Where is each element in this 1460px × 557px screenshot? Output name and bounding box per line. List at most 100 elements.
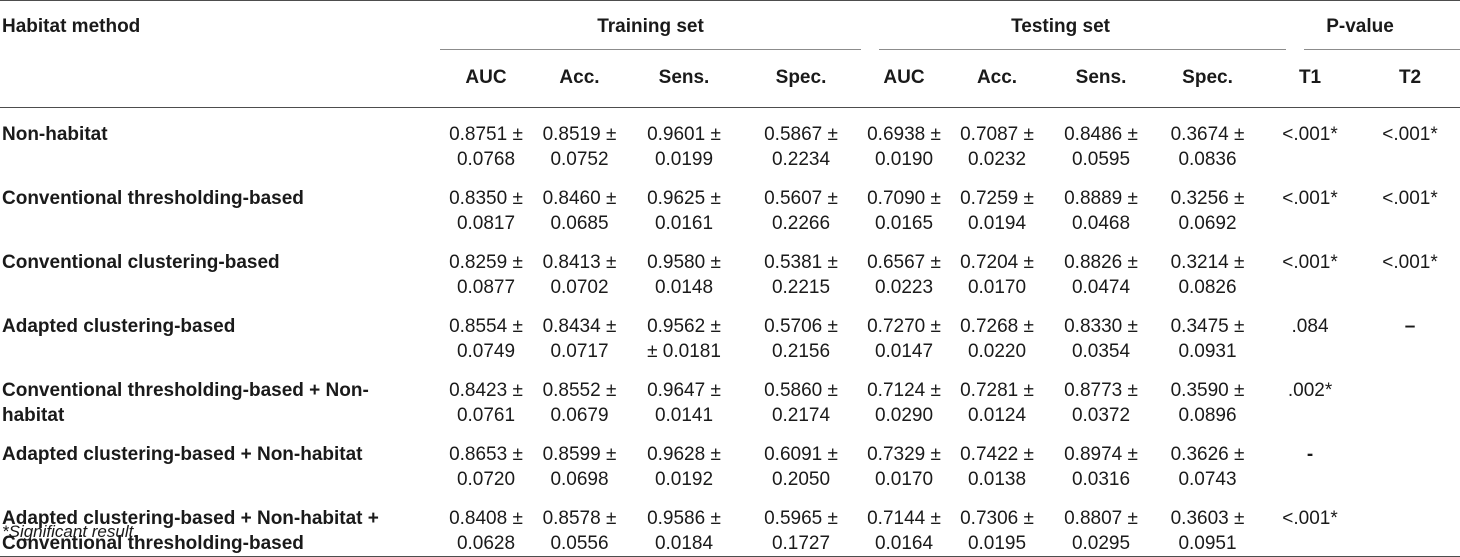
metric-cell: 0.8889 ±0.0468: [1064, 187, 1138, 234]
metric-header: T2: [1360, 49, 1460, 108]
metric-cell: 0.7306 ±0.0195: [947, 491, 1048, 557]
metric-cell: 0.6091 ±0.2050: [764, 443, 838, 490]
metric-cell: 0.8826 ±0.0474: [1064, 251, 1138, 298]
testing-set-header: Testing set: [1011, 16, 1110, 37]
p-value-t1: <.001*: [1282, 251, 1338, 273]
p-value-t1: .002*: [1287, 379, 1333, 401]
habitat-method-header: Habitat method: [2, 16, 141, 37]
metric-cell: 0.7087 ±0.0232: [960, 123, 1034, 170]
metric-header: Spec.: [1155, 49, 1261, 108]
metric-cell: 0.5607 ±0.2266: [764, 187, 838, 234]
metric-cell: 0.9562 ± ± 0.0181: [647, 315, 721, 362]
metric-cell: 0.7090 ±0.0165: [867, 187, 941, 234]
method-name: Conventional thresholding-based + Non-ha…: [2, 379, 369, 426]
metric-cell: 0.8807 ±0.0295: [1047, 491, 1156, 557]
p-value-t1: <.001*: [1282, 123, 1338, 145]
metric-cell: 0.3475 ±0.0931: [1170, 315, 1245, 362]
metric-cell: 0.9586 ±0.0184: [627, 491, 741, 557]
metric-cell: 0.6567 ±0.0223: [867, 251, 941, 298]
metric-cell: 0.3256 ±0.0692: [1170, 187, 1245, 234]
metric-cell: 0.7144 ±0.0164: [861, 491, 948, 557]
pvalue-group-rule: [1304, 49, 1460, 50]
metric-cell: 0.7268 ±0.0220: [960, 315, 1034, 362]
table-row: Adapted clustering-based 0.8554 ±0.0749 …: [0, 300, 1460, 364]
p-value-t2: [1360, 428, 1460, 492]
metric-header: Acc.: [947, 49, 1048, 108]
table-row: Adapted clustering-based + Non-habitat +…: [0, 491, 1460, 557]
metric-cell: 0.8350 ±0.0817: [449, 187, 523, 234]
metric-cell: 0.7124 ±0.0290: [867, 379, 941, 426]
table-row: Adapted clustering-based + Non-habitat 0…: [0, 428, 1460, 492]
metric-cell: 0.3626 ±0.0743: [1170, 443, 1245, 490]
metric-cell: 0.8423 ±0.0761: [449, 379, 523, 426]
p-value-t2: <.001*: [1382, 123, 1438, 145]
metric-cell: 0.7422 ±0.0138: [960, 443, 1034, 490]
method-name: Non-habitat: [2, 123, 108, 145]
metric-cell: 0.7204 ±0.0170: [960, 251, 1034, 298]
method-name: Adapted clustering-based: [2, 315, 236, 337]
metric-cell: 0.7329 ±0.0170: [867, 443, 941, 490]
metric-cell: 0.8434 ±0.0717: [542, 315, 617, 362]
metric-cell: 0.9647 ±0.0141: [647, 379, 721, 426]
metric-cell: 0.8552 ±0.0679: [542, 379, 617, 426]
table-row: Conventional thresholding-based 0.8350 ±…: [0, 172, 1460, 236]
metric-cell: 0.7281 ±0.0124: [960, 379, 1034, 426]
metric-header: AUC: [861, 49, 948, 108]
metric-cell: 0.5860 ±0.2174: [764, 379, 838, 426]
table-row: Conventional clustering-based 0.8259 ±0.…: [0, 236, 1460, 300]
metric-cell: 0.8751 ±0.0768: [449, 123, 523, 170]
metric-cell: 0.8408 ±0.0628: [440, 491, 532, 557]
footnote: *Significant result.: [2, 522, 139, 541]
metric-header: Sens.: [1047, 49, 1156, 108]
metric-cell: 0.7270 ±0.0147: [867, 315, 941, 362]
method-name: Adapted clustering-based + Non-habitat: [2, 443, 363, 465]
training-set-header: Training set: [597, 16, 704, 37]
metric-header-row: AUC Acc. Sens. Spec. AUC Acc. Sens. Spec…: [0, 49, 1460, 108]
metric-cell: 0.8653 ±0.0720: [449, 443, 523, 490]
metric-cell: 0.3603 ±0.0951: [1155, 491, 1261, 557]
top-rule: [0, 0, 1460, 1]
table-row: Non-habitat 0.8751 ±0.0768 0.8519 ±0.075…: [0, 107, 1460, 172]
metric-header: Acc.: [532, 49, 627, 108]
metric-cell: 0.5381 ±0.2215: [764, 251, 838, 298]
metric-cell: 0.9625 ±0.0161: [647, 187, 721, 234]
training-group-rule: [440, 49, 861, 50]
p-value-t2: <.001*: [1382, 187, 1438, 209]
metric-cell: 0.8460 ±0.0685: [542, 187, 617, 234]
metric-header: Spec.: [741, 49, 862, 108]
metric-cell: 0.7259 ±0.0194: [960, 187, 1034, 234]
p-value-t2: [1360, 364, 1460, 428]
metric-cell: 0.6938 ±0.0190: [867, 123, 941, 170]
metric-cell: 0.8259 ±0.0877: [449, 251, 523, 298]
metric-cell: 0.5965 ±0.1727: [741, 491, 862, 557]
metric-cell: 0.8599 ±0.0698: [542, 443, 617, 490]
p-value-t2: –: [1404, 315, 1416, 337]
metric-cell: 0.9601 ±0.0199: [647, 123, 721, 170]
metric-cell: 0.8554 ±0.0749: [449, 315, 523, 362]
p-value-t1: <.001*: [1260, 491, 1361, 557]
metric-cell: 0.8330 ±0.0354: [1064, 315, 1138, 362]
group-header-row: Habitat method Training set Testing set …: [0, 0, 1460, 49]
metric-cell: 0.5706 ±0.2156: [764, 315, 838, 362]
p-value-t1: .084: [1291, 315, 1329, 337]
method-name: Conventional thresholding-based: [2, 187, 304, 209]
metric-cell: 0.9628 ±0.0192: [647, 443, 721, 490]
metric-cell: 0.5867 ±0.2234: [764, 123, 838, 170]
metric-cell: 0.3214 ±0.0826: [1170, 251, 1245, 298]
method-name: Conventional clustering-based: [2, 251, 280, 273]
p-value-t1: -: [1306, 443, 1314, 465]
metric-header: AUC: [440, 49, 532, 108]
p-value-t2: <.001*: [1382, 251, 1438, 273]
metric-cell: 0.8413 ±0.0702: [542, 251, 617, 298]
metric-header: Sens.: [627, 49, 741, 108]
testing-group-rule: [879, 49, 1286, 50]
metric-cell: 0.9580 ±0.0148: [647, 251, 721, 298]
p-value-t2: [1360, 491, 1460, 557]
p-value-header: P-value: [1326, 16, 1394, 37]
metric-cell: 0.3590 ±0.0896: [1170, 379, 1245, 426]
metric-cell: 0.8773 ±0.0372: [1064, 379, 1138, 426]
metric-cell: 0.8974 ±0.0316: [1064, 443, 1138, 490]
metric-header: T1: [1260, 49, 1361, 108]
